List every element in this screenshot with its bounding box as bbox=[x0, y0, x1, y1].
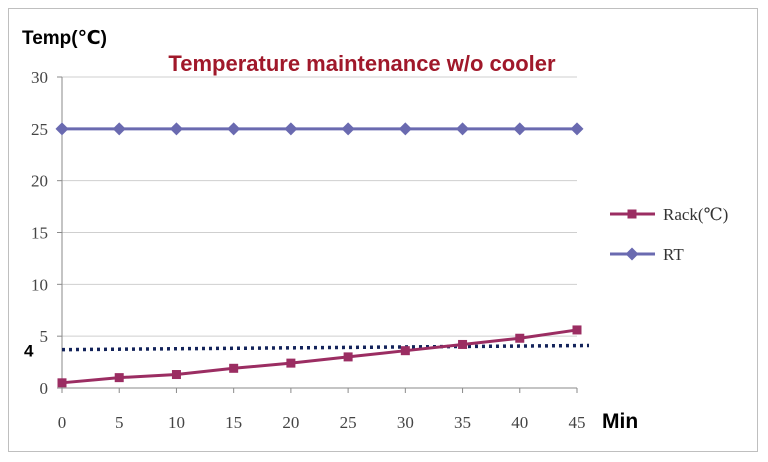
series-0-point-3 bbox=[229, 363, 239, 373]
x-tick-label-10: 10 bbox=[168, 413, 185, 432]
legend-label-1: RT bbox=[663, 245, 684, 264]
reference-line-label: 4 bbox=[24, 342, 34, 361]
x-tick-label-40: 40 bbox=[511, 413, 528, 432]
legend-marker-0 bbox=[627, 209, 637, 219]
series-0-point-2 bbox=[171, 370, 181, 380]
series-line-0 bbox=[61, 328, 578, 385]
x-tick-label-45: 45 bbox=[569, 413, 586, 432]
x-tick-label-30: 30 bbox=[397, 413, 414, 432]
y-tick-label-25: 25 bbox=[31, 120, 48, 139]
x-tick-label-35: 35 bbox=[454, 413, 471, 432]
y-tick-label-10: 10 bbox=[31, 275, 48, 294]
series-1-point-9 bbox=[570, 122, 584, 136]
x-tick-labels: 0 5 10 15 20 25 30 35 40 45 bbox=[58, 413, 586, 432]
series-1-point-7 bbox=[456, 122, 470, 136]
legend: Rack(℃) RT bbox=[610, 205, 728, 264]
series-1-point-2 bbox=[169, 122, 183, 136]
x-tick-label-15: 15 bbox=[225, 413, 242, 432]
grid-lines bbox=[62, 76, 577, 337]
y-tick-labels: 0 5 10 15 20 25 30 bbox=[31, 68, 48, 398]
y-tick-label-15: 15 bbox=[31, 224, 48, 243]
x-axis-label: Min bbox=[602, 410, 638, 433]
series-0-point-9 bbox=[572, 325, 582, 335]
series-1-point-5 bbox=[341, 122, 355, 136]
axes bbox=[57, 76, 578, 393]
series-0 bbox=[57, 325, 582, 388]
series-0-point-7 bbox=[458, 339, 468, 349]
x-tick-label-0: 0 bbox=[58, 413, 67, 432]
y-tick-label-0: 0 bbox=[40, 379, 49, 398]
y-tick-label-30: 30 bbox=[31, 68, 48, 87]
y-tick-label-5: 5 bbox=[40, 327, 49, 346]
series-0-point-5 bbox=[343, 352, 353, 362]
series-0-point-8 bbox=[515, 333, 525, 343]
legend-marker-1 bbox=[625, 247, 639, 261]
series-0-point-0 bbox=[57, 378, 67, 388]
y-axis-label: Temp(℃) bbox=[22, 28, 107, 49]
series-1-point-4 bbox=[284, 122, 298, 136]
legend-label-0: Rack(℃) bbox=[663, 205, 728, 224]
x-tick-label-20: 20 bbox=[282, 413, 299, 432]
series-0-point-4 bbox=[286, 358, 296, 368]
x-tick-label-25: 25 bbox=[340, 413, 357, 432]
series-1-point-6 bbox=[398, 122, 412, 136]
chart-title: Temperature maintenance w/o cooler bbox=[168, 51, 556, 76]
reference-line-group: 4 bbox=[24, 342, 590, 361]
series-1 bbox=[55, 122, 584, 136]
x-tick-label-5: 5 bbox=[115, 413, 124, 432]
reference-line bbox=[61, 343, 590, 352]
series-0-point-6 bbox=[400, 346, 410, 356]
y-tick-label-20: 20 bbox=[31, 172, 48, 191]
series-1-point-1 bbox=[112, 122, 126, 136]
series-group bbox=[55, 122, 584, 388]
series-1-point-8 bbox=[513, 122, 527, 136]
series-0-point-1 bbox=[114, 373, 124, 383]
legend-item-0: Rack(℃) bbox=[610, 205, 728, 224]
legend-item-1: RT bbox=[610, 245, 684, 264]
series-1-point-3 bbox=[227, 122, 241, 136]
series-1-point-0 bbox=[55, 122, 69, 136]
